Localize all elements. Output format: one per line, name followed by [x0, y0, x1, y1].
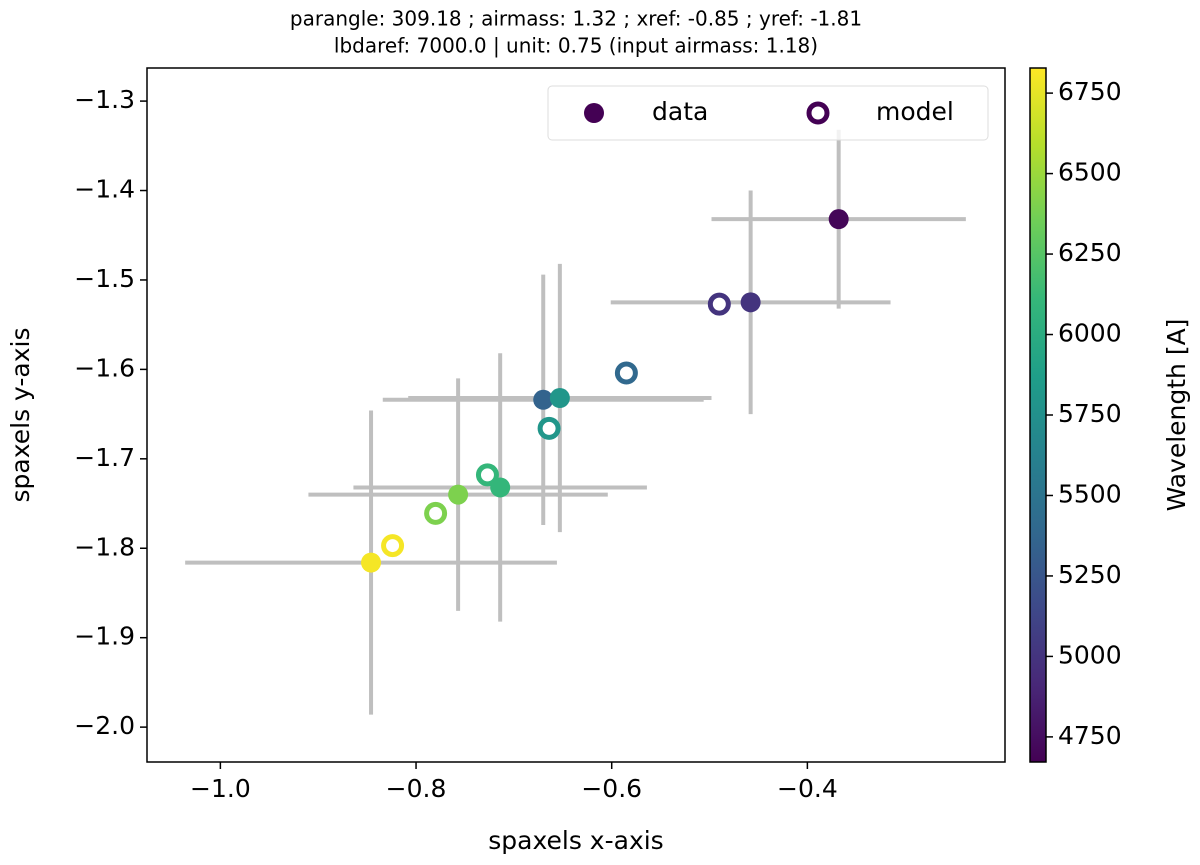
- y-tick-label: −1.7: [74, 443, 135, 472]
- colorbar-tick-label: 5500: [1058, 479, 1122, 508]
- y-tick-label: −1.8: [74, 532, 135, 561]
- model-point: [424, 501, 448, 525]
- data-point: [533, 389, 554, 410]
- colorbar: [1029, 67, 1047, 763]
- data-point: [361, 552, 382, 573]
- colorbar-label: Wavelength [A]: [1162, 319, 1191, 512]
- colorbar-tick-label: 6250: [1058, 238, 1122, 267]
- y-axis-label: spaxels y-axis: [6, 328, 35, 503]
- colorbar-tick-label: 5250: [1058, 560, 1122, 589]
- colorbar-tick-label: 5000: [1058, 640, 1122, 669]
- data-point: [740, 292, 761, 313]
- y-tick-label: −2.0: [74, 711, 135, 740]
- model-point: [381, 534, 405, 558]
- y-tick-label: −1.9: [74, 622, 135, 651]
- model-point: [537, 416, 561, 440]
- model-point: [475, 463, 499, 487]
- colorbar-tick-label: 6750: [1058, 77, 1122, 106]
- legend: [547, 85, 989, 141]
- data-point: [828, 209, 849, 230]
- model-point: [614, 361, 638, 385]
- legend-marker: [806, 101, 830, 125]
- legend-marker: [584, 103, 604, 123]
- data-point: [549, 388, 570, 409]
- colorbar-tick-label: 6500: [1058, 158, 1122, 187]
- model-point: [707, 292, 731, 316]
- x-tick-label: −0.4: [777, 774, 838, 803]
- colorbar-tick-label: 6000: [1058, 319, 1122, 348]
- y-tick-label: −1.3: [74, 85, 135, 114]
- data-point: [448, 484, 469, 505]
- chart-title: parangle: 309.18 ; airmass: 1.32 ; xref:…: [290, 7, 862, 31]
- x-tick-label: −1.0: [190, 774, 251, 803]
- chart-subtitle: lbdaref: 7000.0 | unit: 0.75 (input airm…: [334, 34, 818, 58]
- y-tick-label: −1.5: [74, 264, 135, 293]
- x-tick-label: −0.6: [581, 774, 642, 803]
- colorbar-tick-label: 5750: [1058, 399, 1122, 428]
- y-tick-label: −1.4: [74, 175, 135, 204]
- legend-label: model: [876, 97, 954, 126]
- plot-frame: [146, 67, 1006, 763]
- x-tick-label: −0.8: [386, 774, 447, 803]
- y-tick-label: −1.6: [74, 353, 135, 382]
- x-axis-label: spaxels x-axis: [488, 826, 663, 855]
- legend-label: data: [652, 97, 708, 126]
- colorbar-tick-label: 4750: [1058, 721, 1122, 750]
